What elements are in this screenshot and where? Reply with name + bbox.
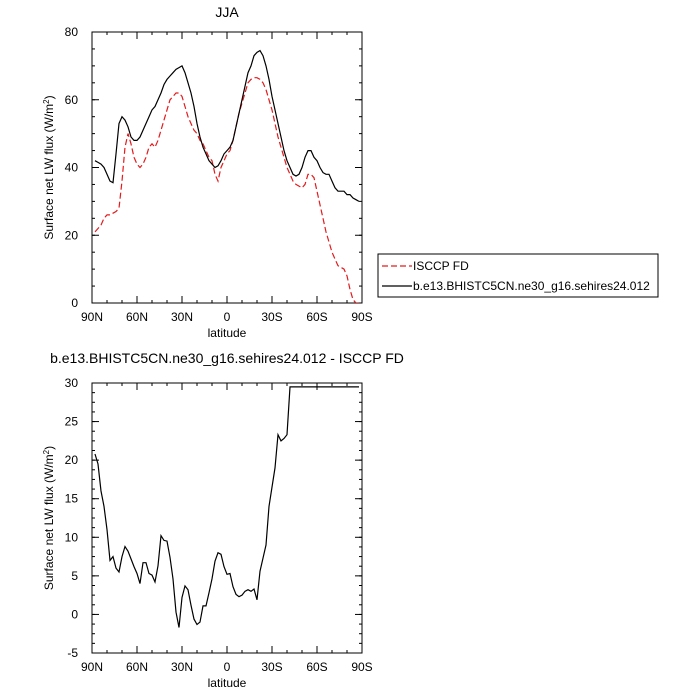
x-tick-label: 30N (171, 660, 193, 674)
series-line-isccp-fd (94, 77, 359, 303)
plot-frame (91, 382, 363, 654)
x-tick-label: 90N (81, 660, 103, 674)
x-tick-label: 0 (224, 310, 231, 324)
legend-label-0: ISCCP FD (413, 259, 469, 273)
y-axis-label: Surface net LW flux (W/m2) (42, 95, 56, 239)
y-axis-label-text: Surface net LW flux (W/m (42, 454, 56, 590)
x-axis-label: latitude (208, 676, 247, 690)
x-axis-label: latitude (208, 326, 247, 340)
x-tick-label: 30S (261, 310, 282, 324)
chart-title: JJA (215, 4, 239, 20)
x-tick-label: 30N (171, 310, 193, 324)
x-tick-label: 90S (351, 660, 372, 674)
y-axis-label-close: ) (42, 95, 56, 99)
y-tick-label: 0 (71, 607, 78, 621)
y-tick-label: 60 (65, 93, 79, 107)
x-tick-label: 60S (306, 310, 327, 324)
series-line-difference (94, 386, 359, 628)
x-tick-label: 60N (126, 310, 148, 324)
series-line-model (94, 49, 360, 202)
legend-box (377, 253, 659, 298)
x-tick-label: 90S (351, 310, 372, 324)
x-tick-label: 90N (81, 310, 103, 324)
y-tick-label: 10 (65, 530, 79, 544)
legend-label-1: b.e13.BHISTC5CN.ne30_g16.sehires24.012 (413, 279, 650, 293)
y-tick-label: -5 (67, 646, 78, 660)
y-tick-label: 25 (65, 415, 79, 429)
y-tick-label: 15 (65, 492, 79, 506)
y-tick-label: 40 (65, 161, 79, 175)
top-panel-jja: JJA 90N 60N 30N 0 30S 60S 90S 0 20 40 60 80 latitude S… (42, 4, 373, 340)
y-tick-label: 30 (65, 376, 79, 390)
bottom-panel-difference: b.e13.BHISTC5CN.ne30_g16.sehires24.012 -… (42, 350, 404, 690)
y-axis-label-superscript: 2 (42, 99, 51, 104)
y-axis-label: Surface net LW flux (W/m2) (42, 446, 56, 590)
x-tick-label: 60S (306, 660, 327, 674)
y-tick-label: 80 (65, 25, 79, 39)
y-axis-label-close: ) (42, 446, 56, 450)
y-axis-label-text: Surface net LW flux (W/m (42, 104, 56, 240)
plot-frame (91, 31, 363, 304)
y-tick-label: 5 (71, 569, 78, 583)
y-tick-label: 20 (65, 228, 79, 242)
y-axis-label-superscript: 2 (42, 449, 51, 454)
x-tick-label: 0 (224, 660, 231, 674)
y-tick-label: 0 (71, 296, 78, 310)
x-tick-label: 30S (261, 660, 282, 674)
chart-title: b.e13.BHISTC5CN.ne30_g16.sehires24.012 -… (50, 350, 404, 366)
y-tick-label: 20 (65, 453, 79, 467)
x-tick-label: 60N (126, 660, 148, 674)
legend: ISCCP FD b.e13.BHISTC5CN.ne30_g16.sehires… (377, 253, 659, 298)
